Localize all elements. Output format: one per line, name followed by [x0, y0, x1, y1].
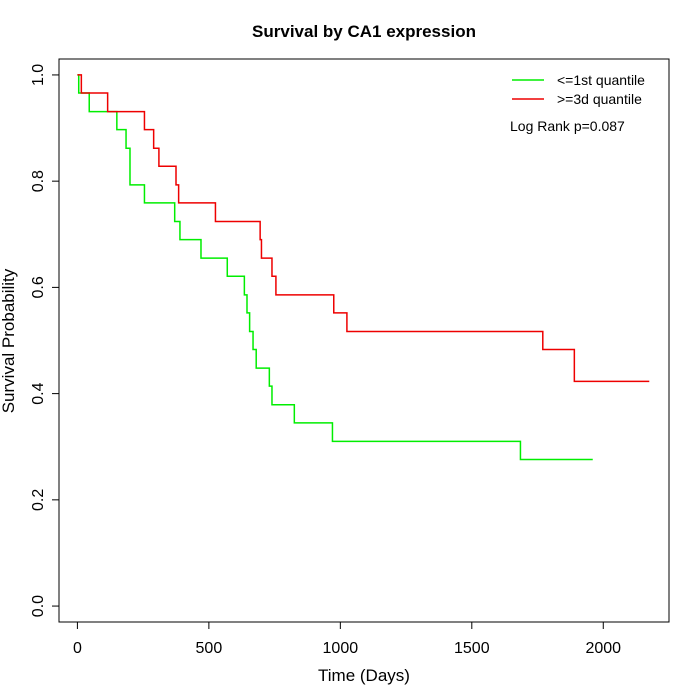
y-tick-label: 1.0	[30, 64, 47, 86]
legend-label: <=1st quantile	[557, 72, 645, 88]
axes: 0 500 1000 1500 2000 0.0 0.2 0.4 0.6 0.8 1.0	[30, 64, 621, 657]
y-tick-label: 0.2	[30, 489, 47, 511]
log-rank-annotation: Log Rank p=0.087	[510, 118, 625, 134]
chart-title: Survival by CA1 expression	[252, 22, 476, 41]
y-tick-label: 0.6	[30, 276, 47, 298]
x-axis-label: Time (Days)	[318, 666, 410, 685]
y-tick-label: 0.8	[30, 170, 47, 192]
x-tick-label: 2000	[585, 640, 621, 657]
legend: <=1st quantile >=3d quantile	[512, 72, 645, 107]
x-tick-label: 1000	[323, 640, 359, 657]
legend-label: >=3d quantile	[557, 91, 642, 107]
x-tick-label: 500	[196, 640, 223, 657]
y-axis-label: Survival Probability	[0, 268, 18, 413]
y-tick-label: 0.4	[30, 382, 47, 404]
x-tick-label: 0	[73, 640, 82, 657]
y-tick-label: 0.0	[30, 595, 47, 617]
survival-curves	[77, 74, 650, 461]
survival-curve	[77, 74, 593, 461]
survival-curve	[77, 74, 650, 383]
x-tick-label: 1500	[454, 640, 490, 657]
